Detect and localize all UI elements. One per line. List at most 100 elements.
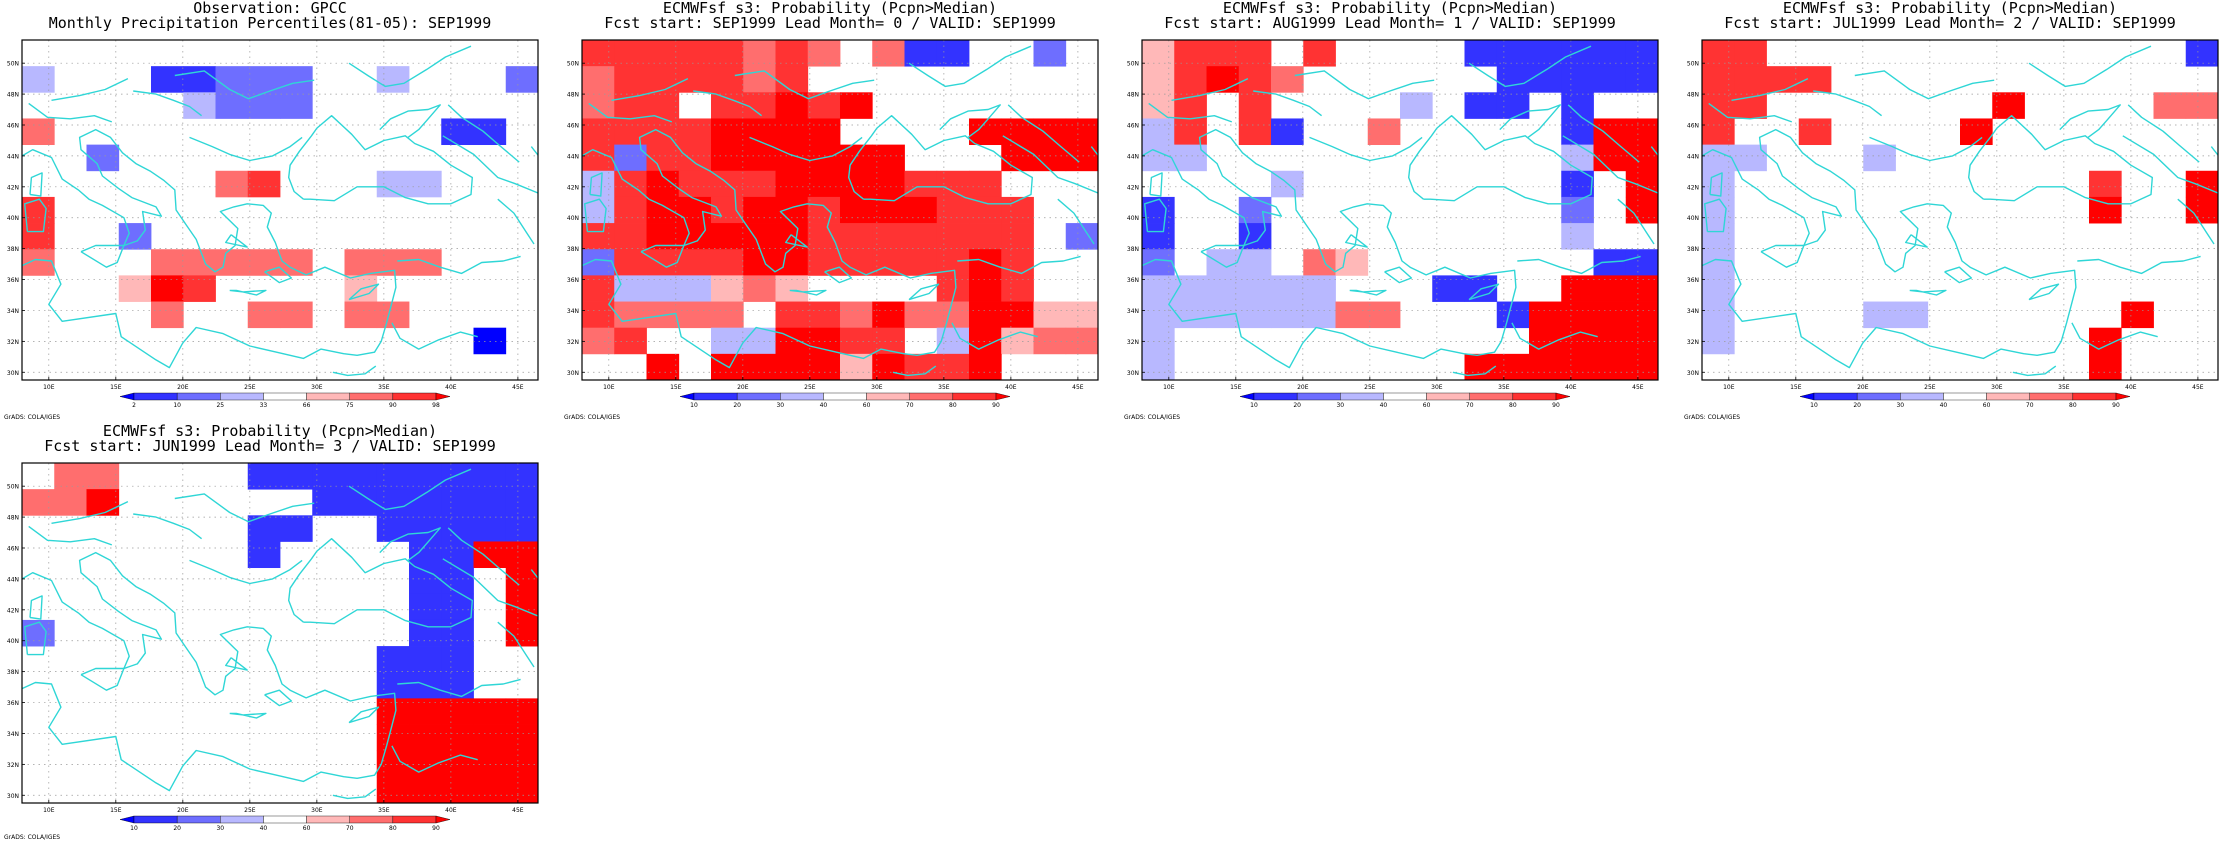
coastline (2071, 322, 2158, 350)
colorbar-level-label: 10 (1810, 402, 1818, 409)
lat-label: 46N (567, 123, 579, 130)
grid-cell (215, 170, 249, 198)
coastline (939, 104, 1001, 138)
colorbar-level-label: 20 (173, 825, 181, 832)
grid-cell (441, 724, 474, 752)
grid-cell (646, 66, 680, 93)
grid-cell (678, 275, 712, 302)
coastline (1149, 172, 1163, 197)
grid-cell (1702, 275, 1735, 302)
grid-cell (775, 353, 809, 381)
grid-cell (840, 301, 873, 329)
lat-label: 32N (1687, 339, 1699, 346)
map-frame (581, 39, 1099, 381)
colorbar-swatch (263, 815, 307, 824)
grid-cell (441, 567, 474, 595)
grid-cell (646, 353, 680, 381)
lat-label: 32N (7, 339, 19, 346)
map-panel: 30N 32N 34N 36N 38N 40N 42N 44N 46N 48N 50N 10E 15E 2… (1687, 39, 2219, 409)
coastline (348, 468, 472, 511)
coastline (379, 104, 441, 138)
grid-cell (280, 463, 313, 490)
coastline (785, 234, 808, 248)
grid-cell (1702, 66, 1735, 93)
lat-label: 44N (7, 153, 19, 160)
lat-label: 34N (1127, 308, 1139, 315)
grid-cell (711, 118, 744, 146)
lon-label: 10E (603, 384, 615, 391)
coastline (51, 500, 129, 524)
colorbar-level-label: 90 (1552, 402, 1560, 409)
panel-title-line1: Observation: GPCC (193, 0, 347, 17)
grid-cell (1174, 40, 1207, 67)
lat-label: 42N (1127, 184, 1139, 191)
grid-cell (872, 327, 905, 355)
grid-cell (1593, 353, 1627, 381)
grid-cell (473, 463, 507, 490)
coastline (2028, 45, 2152, 88)
grid-cell (409, 619, 442, 647)
coastline (848, 114, 1034, 205)
coastline (288, 114, 473, 205)
lat-label: 32N (7, 762, 19, 769)
grid-cell (1142, 301, 1175, 329)
grid-cell (151, 275, 184, 302)
lon-label: 40E (1565, 384, 1577, 391)
lat-label: 48N (1127, 92, 1139, 99)
colorbar-level-label: 30 (216, 825, 224, 832)
coastline (2127, 104, 2200, 163)
grid-cell (280, 301, 313, 329)
colorbar-level-label: 80 (949, 402, 957, 409)
grid-cell (1271, 301, 1304, 329)
coastline (28, 525, 113, 546)
grid-cell (1496, 66, 1530, 93)
grid-cell (678, 301, 712, 329)
grid-cell (505, 776, 539, 804)
grid-cell (247, 249, 281, 276)
colorbar-swatch (2072, 392, 2117, 401)
grid-cell (441, 593, 474, 621)
colorbar-swatch (349, 815, 394, 824)
grid-cell (1174, 66, 1207, 93)
grid-cell (344, 301, 378, 329)
lat-label: 38N (1687, 246, 1699, 253)
grid-cell (872, 301, 905, 329)
grid-cell (280, 66, 313, 93)
lat-label: 50N (567, 61, 579, 68)
credit-label: GrADS: COLA/IGES (1684, 414, 1741, 421)
grid-cell (247, 463, 281, 490)
coastline (22, 551, 397, 792)
lat-label: 36N (567, 277, 579, 284)
grid-cell (969, 196, 1002, 224)
grid-cell (1142, 66, 1175, 93)
coastline (264, 689, 293, 707)
grid-cell (614, 327, 647, 355)
coastline (1384, 266, 1413, 284)
colorbar-swatch (736, 392, 781, 401)
coastline (734, 70, 875, 100)
grid-cell (1702, 327, 1735, 355)
lat-label: 36N (7, 277, 19, 284)
colorbar-level-label: 40 (1380, 402, 1388, 409)
colorbar-level-label: 20 (1853, 402, 1861, 409)
grid-cell (409, 567, 442, 595)
coastline (80, 244, 125, 268)
coastline (1253, 90, 1323, 117)
grid-cell (969, 223, 1002, 250)
grid-cell (247, 66, 281, 93)
grid-cell (646, 196, 680, 224)
lon-label: 35E (378, 807, 390, 814)
coastlines (22, 468, 538, 800)
coastline (2028, 283, 2060, 301)
grid-cell (1142, 40, 1175, 67)
grid-cell (1174, 144, 1207, 172)
grid-cell (775, 92, 809, 119)
lat-label: 50N (1127, 61, 1139, 68)
colorbar-level-label: 60 (1423, 402, 1431, 409)
lon-label: 40E (445, 384, 457, 391)
coastline (1143, 198, 1167, 233)
grid-cell (582, 118, 615, 146)
colorbar-end (119, 392, 135, 401)
grid-cell (247, 515, 281, 542)
panel-title-line1: ECMWFsf s3: Probability (Pcpn>Median) (102, 422, 438, 440)
